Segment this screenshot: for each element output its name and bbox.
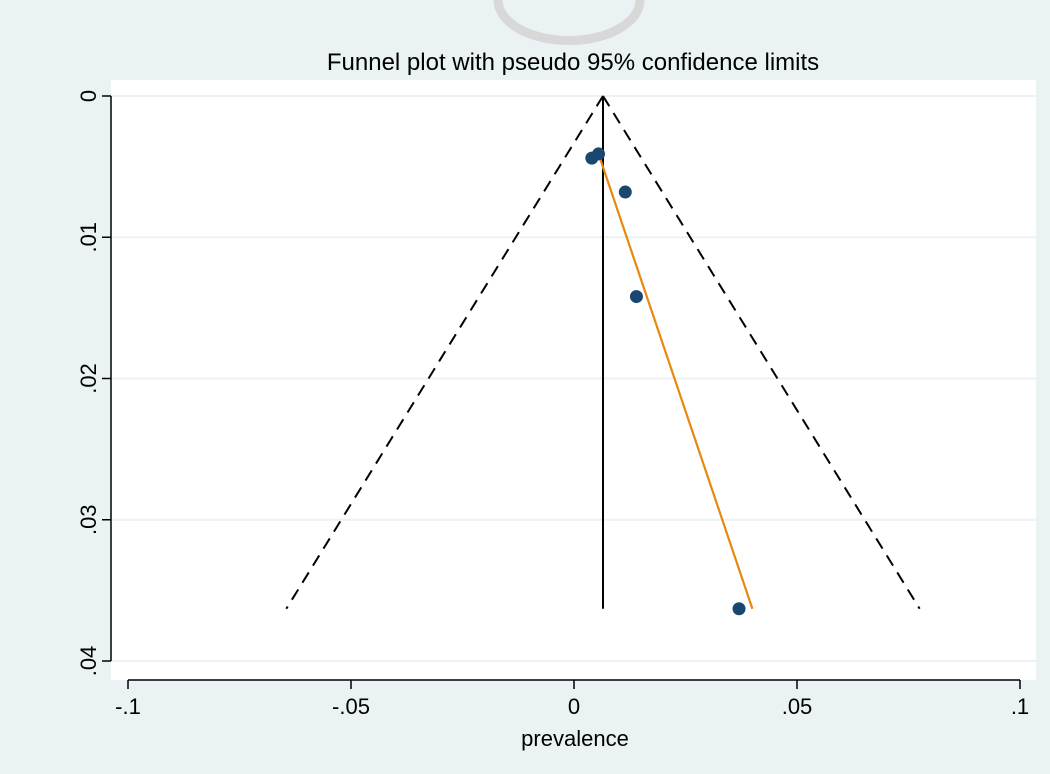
x-tick-label: -.05: [332, 694, 370, 719]
chart-title: Funnel plot with pseudo 95% confidence l…: [327, 49, 819, 76]
y-tick-label: .01: [76, 222, 101, 253]
left-confidence-limit: [285, 95, 604, 610]
grid-lines: [111, 95, 1036, 662]
watermark-arc: [493, 0, 645, 46]
x-tick-label: -.1: [115, 694, 141, 719]
study-point: [732, 602, 746, 616]
y-axis-ticks: 0 .01 .02 .03 .04: [76, 90, 111, 676]
x-axis-label: prevalence: [521, 726, 629, 751]
y-tick-label: 0: [76, 90, 101, 102]
plot-area: [111, 80, 1036, 680]
x-tick-label: .1: [1011, 694, 1029, 719]
y-tick-label: .03: [76, 504, 101, 535]
regression-line: [597, 153, 754, 610]
study-point: [618, 185, 632, 199]
study-point: [592, 147, 606, 161]
right-confidence-limit: [602, 95, 921, 610]
study-points: [585, 147, 746, 616]
y-tick-label: .04: [76, 646, 101, 677]
x-tick-label: .05: [782, 694, 813, 719]
x-tick-label: 0: [568, 694, 580, 719]
egger-regression-line: [597, 153, 754, 610]
study-point: [629, 290, 643, 304]
confidence-limits: [285, 95, 921, 610]
y-tick-label: .02: [76, 363, 101, 394]
x-axis-ticks: -.1 -.05 0 .05 .1: [115, 680, 1029, 719]
